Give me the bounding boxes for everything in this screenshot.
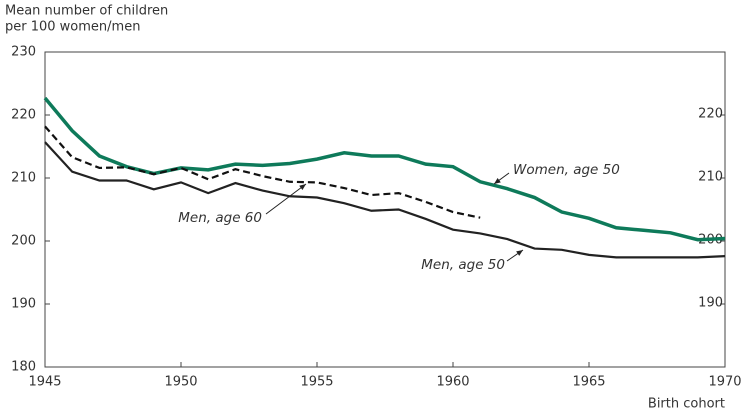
x-tick-label: 1945 xyxy=(28,375,61,390)
arrow-head xyxy=(299,184,306,191)
series-annotation: Men, age 60 xyxy=(178,210,262,226)
y-tick-label: 220 xyxy=(11,108,36,123)
series-line xyxy=(44,125,481,219)
x-tick-label: 1950 xyxy=(164,375,197,390)
y-tick-label: 230 xyxy=(11,45,36,60)
y-tick-label: 200 xyxy=(11,234,36,249)
x-tick-label: 1970 xyxy=(708,375,741,390)
x-tick-label: 1965 xyxy=(572,375,605,390)
series-annotation: Men, age 50 xyxy=(421,257,505,273)
y-tick-label-right: 210 xyxy=(698,170,723,185)
annotation-arrow xyxy=(265,183,307,215)
plot-frame xyxy=(44,51,726,368)
x-tick-label: 1960 xyxy=(436,375,469,390)
y-tick-label-right: 220 xyxy=(698,107,723,122)
series-line xyxy=(43,96,726,242)
y-tick-label: 180 xyxy=(11,360,36,375)
arrow-head xyxy=(516,250,523,256)
y-axis-label: per 100 women/men xyxy=(5,20,140,35)
y-tick-label-right: 190 xyxy=(698,296,723,311)
x-tick-label: 1955 xyxy=(300,375,333,390)
y-tick-label: 210 xyxy=(11,171,36,186)
x-axis-label: Birth cohort xyxy=(648,397,725,412)
series-line xyxy=(44,141,726,259)
arrow-head xyxy=(494,177,501,184)
y-tick-label: 190 xyxy=(11,297,36,312)
y-axis-label: Mean number of children xyxy=(5,4,168,19)
series-annotation: Women, age 50 xyxy=(513,162,620,178)
